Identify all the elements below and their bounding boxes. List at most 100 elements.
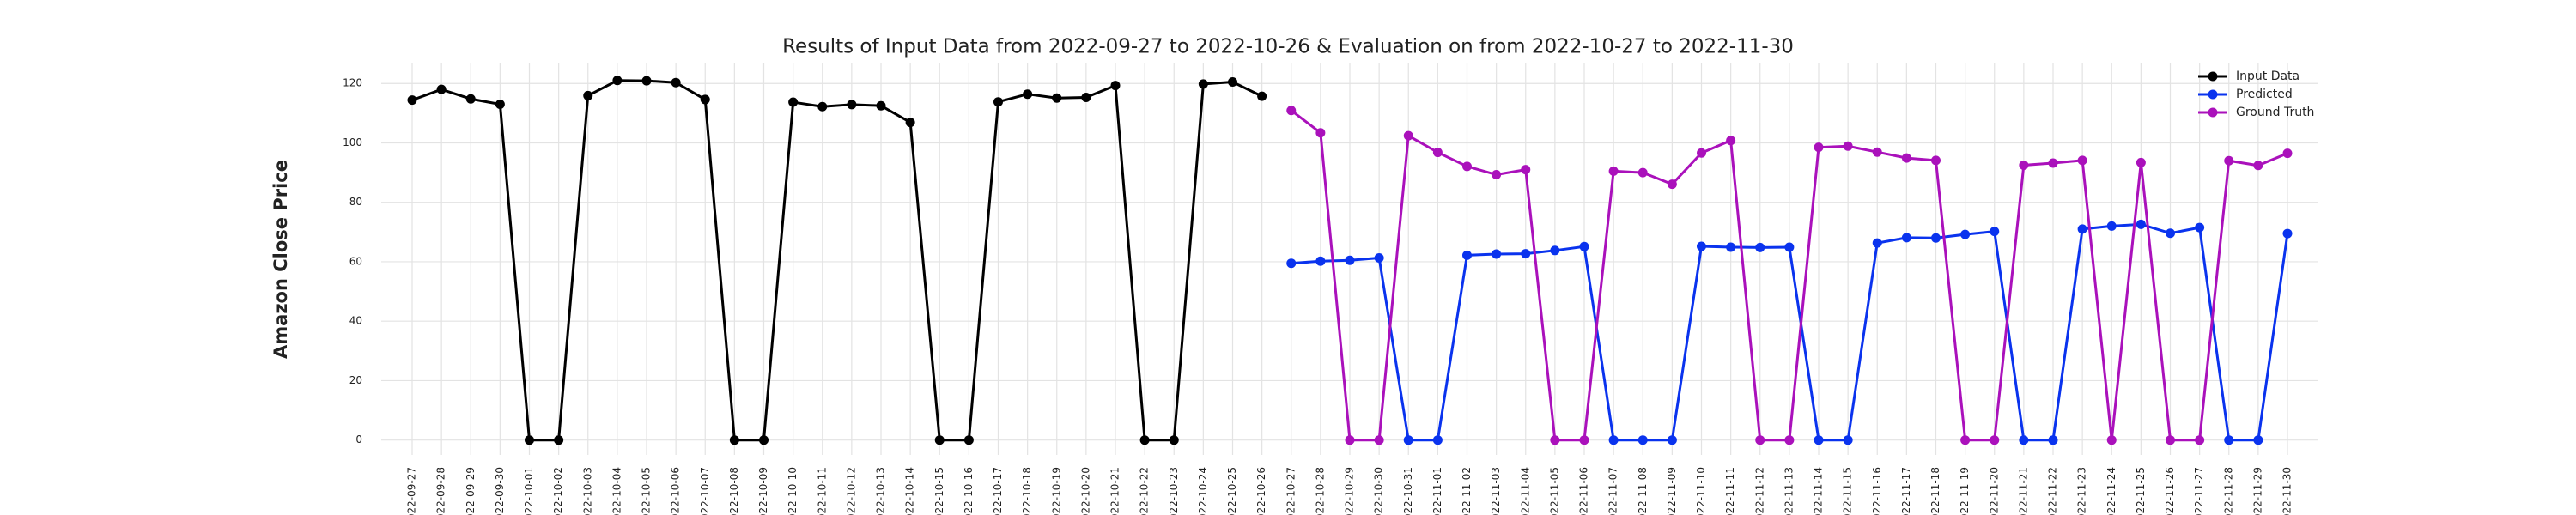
data-point	[1726, 242, 1736, 252]
data-point	[583, 90, 593, 100]
data-point	[2166, 435, 2175, 445]
x-tick-label: 2022-10-08	[728, 467, 740, 515]
y-tick-label: 40	[349, 315, 362, 327]
data-point	[1990, 435, 2000, 445]
x-tick-label: 2022-11-13	[1783, 467, 1795, 515]
data-point	[436, 84, 447, 94]
y-tick-label: 100	[343, 136, 362, 148]
x-tick-label: 2022-10-12	[845, 467, 857, 515]
chart-title: Results of Input Data from 2022-09-27 to…	[782, 36, 1794, 58]
data-point	[993, 97, 1003, 107]
y-tick-label: 20	[349, 374, 362, 386]
data-point	[905, 118, 915, 128]
y-tick-label: 120	[343, 77, 362, 89]
data-point	[2224, 155, 2234, 166]
x-tick-label: 2022-11-28	[2222, 467, 2234, 515]
data-point	[2253, 435, 2263, 445]
data-point	[700, 94, 710, 105]
x-tick-label: 2022-10-04	[611, 467, 623, 515]
data-point	[1198, 79, 1208, 89]
data-point	[2106, 221, 2117, 231]
x-tick-label: 2022-10-18	[1021, 467, 1033, 515]
data-point	[2195, 435, 2205, 445]
y-axis-label: Amazon Close Price	[270, 160, 291, 359]
data-point	[1901, 233, 1911, 243]
data-point	[2019, 160, 2029, 170]
x-tick-label: 2022-11-05	[1548, 467, 1560, 515]
x-tick-label: 2022-10-10	[787, 467, 799, 515]
data-point	[759, 435, 769, 445]
x-tick-label: 2022-11-17	[1900, 467, 1912, 515]
x-tick-label: 2022-10-29	[1344, 467, 1356, 515]
x-tick-label: 2022-11-22	[2047, 467, 2059, 515]
x-tick-label: 2022-11-26	[2164, 467, 2176, 515]
data-point	[1579, 241, 1589, 251]
data-point	[1960, 435, 1971, 445]
x-tick-label: 2022-11-06	[1578, 467, 1590, 515]
legend-label: Predicted	[2236, 88, 2293, 101]
x-tick-label: 2022-10-27	[1285, 467, 1297, 515]
data-point	[2282, 148, 2293, 159]
data-point	[1931, 233, 1941, 243]
data-point	[963, 435, 974, 445]
x-tick-label: 2022-11-02	[1461, 467, 1473, 515]
data-point	[1492, 249, 1502, 259]
data-point	[641, 76, 652, 86]
y-tick-label: 80	[349, 196, 362, 208]
data-point	[1550, 435, 1560, 445]
data-point	[1843, 435, 1853, 445]
x-tick-label: 2022-09-28	[435, 467, 447, 515]
x-tick-label: 2022-10-30	[1373, 467, 1385, 515]
x-tick-label: 2022-10-25	[1226, 467, 1238, 515]
data-point	[1521, 165, 1531, 175]
data-point	[1901, 153, 1911, 163]
data-point	[1521, 249, 1531, 259]
data-point	[1492, 170, 1502, 180]
x-tick-label: 2022-11-18	[1929, 467, 1941, 515]
data-point	[2136, 219, 2146, 229]
data-point	[2077, 155, 2087, 166]
data-point	[1315, 128, 1326, 138]
x-tick-label: 2022-10-20	[1079, 467, 1091, 515]
data-point	[1667, 179, 1677, 190]
data-point	[2106, 435, 2117, 445]
data-point	[788, 97, 799, 107]
data-point	[1403, 435, 1413, 445]
x-tick-label: 2022-09-29	[465, 467, 477, 515]
x-tick-label: 2022-11-14	[1813, 467, 1825, 515]
legend-label: Ground Truth	[2236, 106, 2314, 119]
data-point	[2195, 222, 2205, 233]
data-point	[1784, 435, 1795, 445]
x-tick-label: 2022-11-09	[1666, 467, 1678, 515]
x-tick-label: 2022-11-16	[1871, 467, 1883, 515]
data-point	[1637, 435, 1648, 445]
x-tick-label: 2022-10-07	[699, 467, 711, 515]
x-tick-label: 2022-10-24	[1197, 467, 1209, 515]
data-point	[1052, 93, 1062, 103]
x-tick-label: 2022-09-30	[494, 467, 506, 515]
data-point	[2282, 228, 2293, 239]
data-point	[1374, 435, 1384, 445]
data-point	[1872, 238, 1882, 248]
x-tick-label: 2022-11-19	[1959, 467, 1971, 515]
x-tick-label: 2022-10-28	[1314, 467, 1326, 515]
x-tick-label: 2022-11-30	[2281, 467, 2293, 515]
data-point	[1608, 166, 1619, 176]
x-tick-label: 2022-11-24	[2105, 467, 2117, 515]
data-point	[1697, 148, 1706, 158]
data-point	[407, 95, 417, 106]
data-point	[1257, 91, 1267, 101]
data-point	[2077, 224, 2087, 234]
x-tick-label: 2022-10-19	[1050, 467, 1062, 515]
data-point	[2253, 161, 2263, 171]
data-point	[1637, 167, 1648, 178]
data-point	[1843, 141, 1853, 151]
data-point	[1726, 136, 1736, 146]
data-point	[1462, 161, 1472, 172]
data-point	[671, 77, 681, 88]
x-tick-label: 2022-10-23	[1168, 467, 1180, 515]
data-point	[1228, 77, 1237, 88]
data-point	[729, 435, 739, 445]
